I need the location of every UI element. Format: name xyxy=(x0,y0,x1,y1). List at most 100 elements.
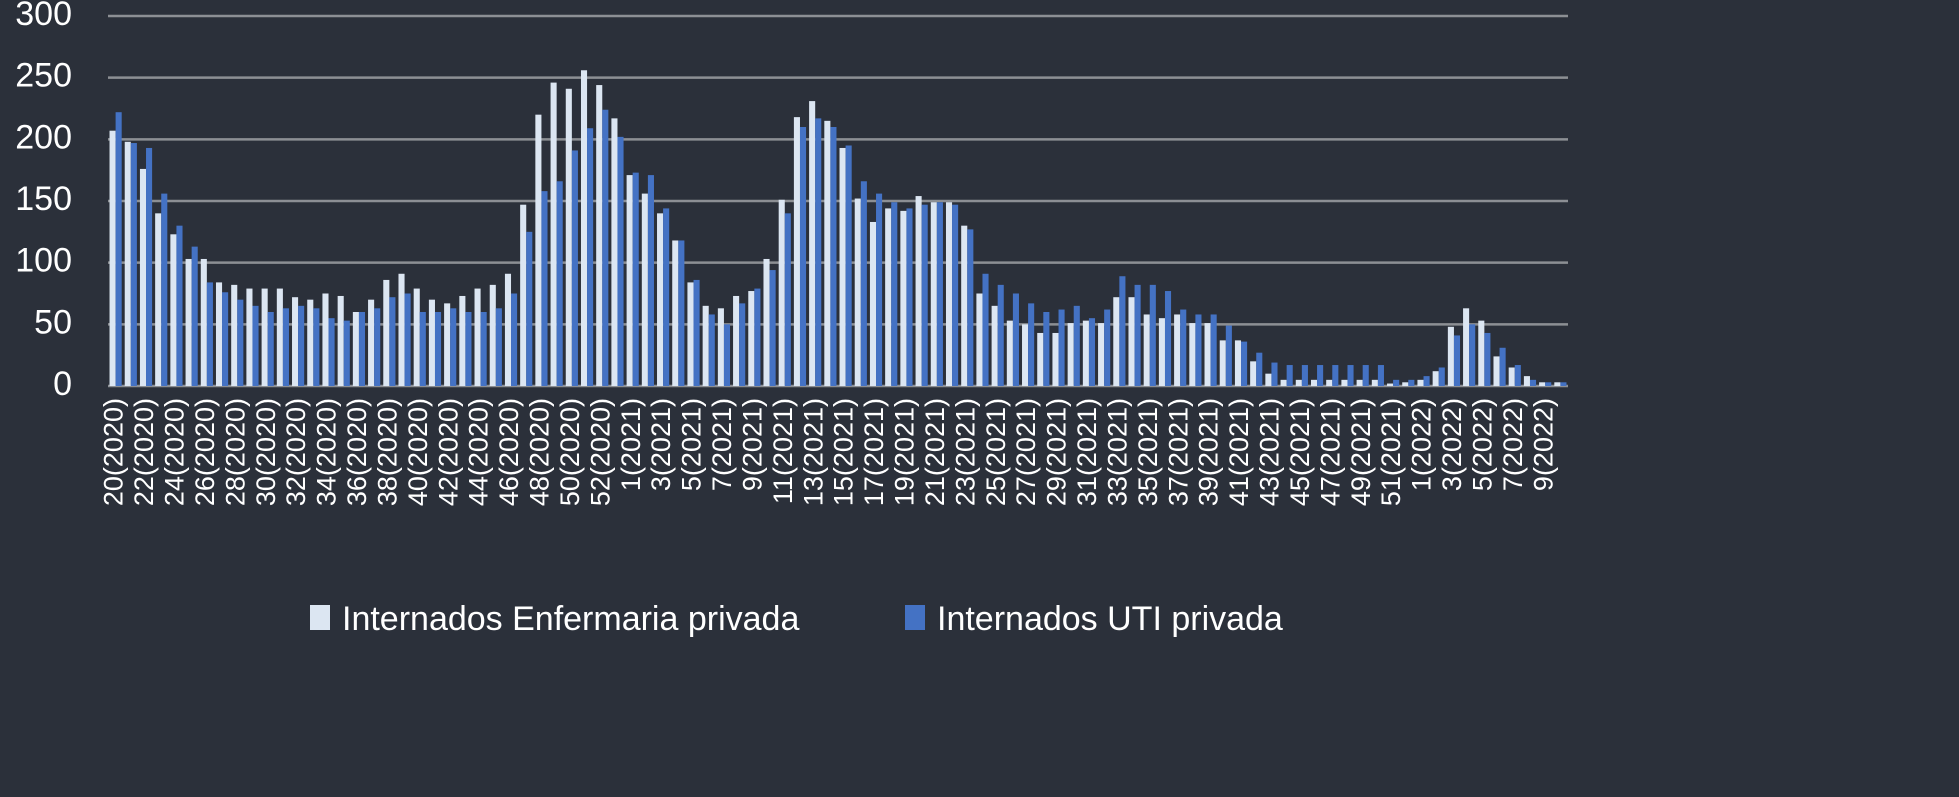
bar xyxy=(708,314,715,386)
bar xyxy=(1028,303,1035,386)
legend-label: Internados Enfermaria privada xyxy=(342,600,799,638)
bar xyxy=(307,299,314,386)
bar xyxy=(504,273,512,386)
bar xyxy=(124,141,131,386)
x-tick-label: 52(2020) xyxy=(585,398,615,506)
x-tick-label: 25(2021) xyxy=(981,398,1011,506)
bar xyxy=(191,246,198,386)
bar xyxy=(1493,356,1500,386)
x-tick-label: 47(2021) xyxy=(1315,398,1345,506)
bar xyxy=(1082,320,1089,386)
bar xyxy=(769,270,776,386)
bar xyxy=(1180,309,1187,386)
x-tick-label: 40(2020) xyxy=(403,398,433,506)
x-tick-label: 1(2022) xyxy=(1407,398,1437,491)
bar xyxy=(1250,361,1257,386)
bar xyxy=(663,208,670,386)
bar xyxy=(1341,379,1348,386)
y-tick-label: 200 xyxy=(15,118,72,156)
bar xyxy=(869,221,877,386)
bar xyxy=(611,118,618,386)
bar xyxy=(176,225,183,386)
bar xyxy=(434,312,442,386)
bar xyxy=(657,213,664,386)
x-tick-label: 31(2021) xyxy=(1072,398,1102,506)
bar xyxy=(1463,308,1470,386)
x-tick-label: 7(2022) xyxy=(1498,398,1528,491)
bar xyxy=(1371,379,1378,386)
bar xyxy=(130,143,137,386)
x-tick-label: 26(2020) xyxy=(190,398,220,506)
bar xyxy=(854,198,861,386)
bar xyxy=(961,225,968,386)
bar xyxy=(352,312,359,386)
bar xyxy=(282,308,289,386)
legend-swatch xyxy=(905,605,925,630)
bar xyxy=(1317,365,1324,386)
x-tick-label: 21(2021) xyxy=(920,398,950,506)
bar xyxy=(246,288,253,386)
bar xyxy=(571,150,578,386)
bar xyxy=(702,305,709,386)
x-tick-label: 15(2021) xyxy=(829,398,859,506)
bar xyxy=(678,240,685,386)
bar xyxy=(1149,284,1156,386)
bar xyxy=(337,295,344,386)
y-tick-label: 100 xyxy=(15,242,72,280)
bar xyxy=(1301,365,1308,386)
x-tick-label: 3(2022) xyxy=(1437,398,1467,491)
bar xyxy=(1377,365,1384,386)
bar xyxy=(298,305,305,386)
bar xyxy=(495,308,502,386)
bar xyxy=(1469,324,1476,386)
bar xyxy=(1560,382,1567,386)
bar xyxy=(839,147,846,386)
bar xyxy=(1022,324,1029,386)
bar xyxy=(723,324,731,386)
legend-label: Internados UTI privada xyxy=(937,600,1283,638)
bar xyxy=(161,193,168,386)
y-tick-label: 300 xyxy=(15,0,72,33)
bar xyxy=(155,213,162,386)
x-tick-label: 9(2021) xyxy=(737,398,767,491)
x-tick-label: 38(2020) xyxy=(372,398,402,506)
bar xyxy=(1347,365,1354,386)
bar xyxy=(626,175,633,386)
bar xyxy=(1113,297,1120,386)
bar xyxy=(200,258,207,386)
x-tick-label: 49(2021) xyxy=(1346,398,1376,506)
bar xyxy=(313,308,320,386)
bar xyxy=(368,299,375,386)
bar xyxy=(474,288,481,386)
x-tick-label: 7(2021) xyxy=(707,398,737,491)
bar xyxy=(921,204,928,386)
bar xyxy=(1012,293,1019,386)
bar xyxy=(1447,326,1454,386)
y-tick-label: 0 xyxy=(53,365,72,403)
bar xyxy=(1195,314,1202,386)
bar xyxy=(793,117,800,386)
x-tick-label: 29(2021) xyxy=(1042,398,1072,506)
bar xyxy=(778,199,785,386)
bar xyxy=(1043,312,1050,386)
bar xyxy=(261,288,268,386)
x-tick-label: 28(2020) xyxy=(220,398,250,506)
x-tick-label: 11(2021) xyxy=(768,398,798,504)
bar xyxy=(1067,323,1074,386)
bar xyxy=(1362,365,1369,386)
bar xyxy=(1210,314,1217,386)
bar xyxy=(444,303,451,386)
bar xyxy=(413,288,420,386)
bar xyxy=(1529,379,1537,386)
x-tick-label: 9(2022) xyxy=(1528,398,1558,491)
bar xyxy=(885,208,892,386)
bar xyxy=(693,279,700,386)
bar xyxy=(222,292,229,386)
x-tick-label: 50(2020) xyxy=(555,398,585,506)
bar xyxy=(565,88,572,387)
bar xyxy=(185,258,192,386)
bar xyxy=(1143,314,1150,386)
x-tick-label: 1(2021) xyxy=(616,398,646,491)
bar xyxy=(1478,320,1485,386)
bar xyxy=(1204,323,1211,386)
